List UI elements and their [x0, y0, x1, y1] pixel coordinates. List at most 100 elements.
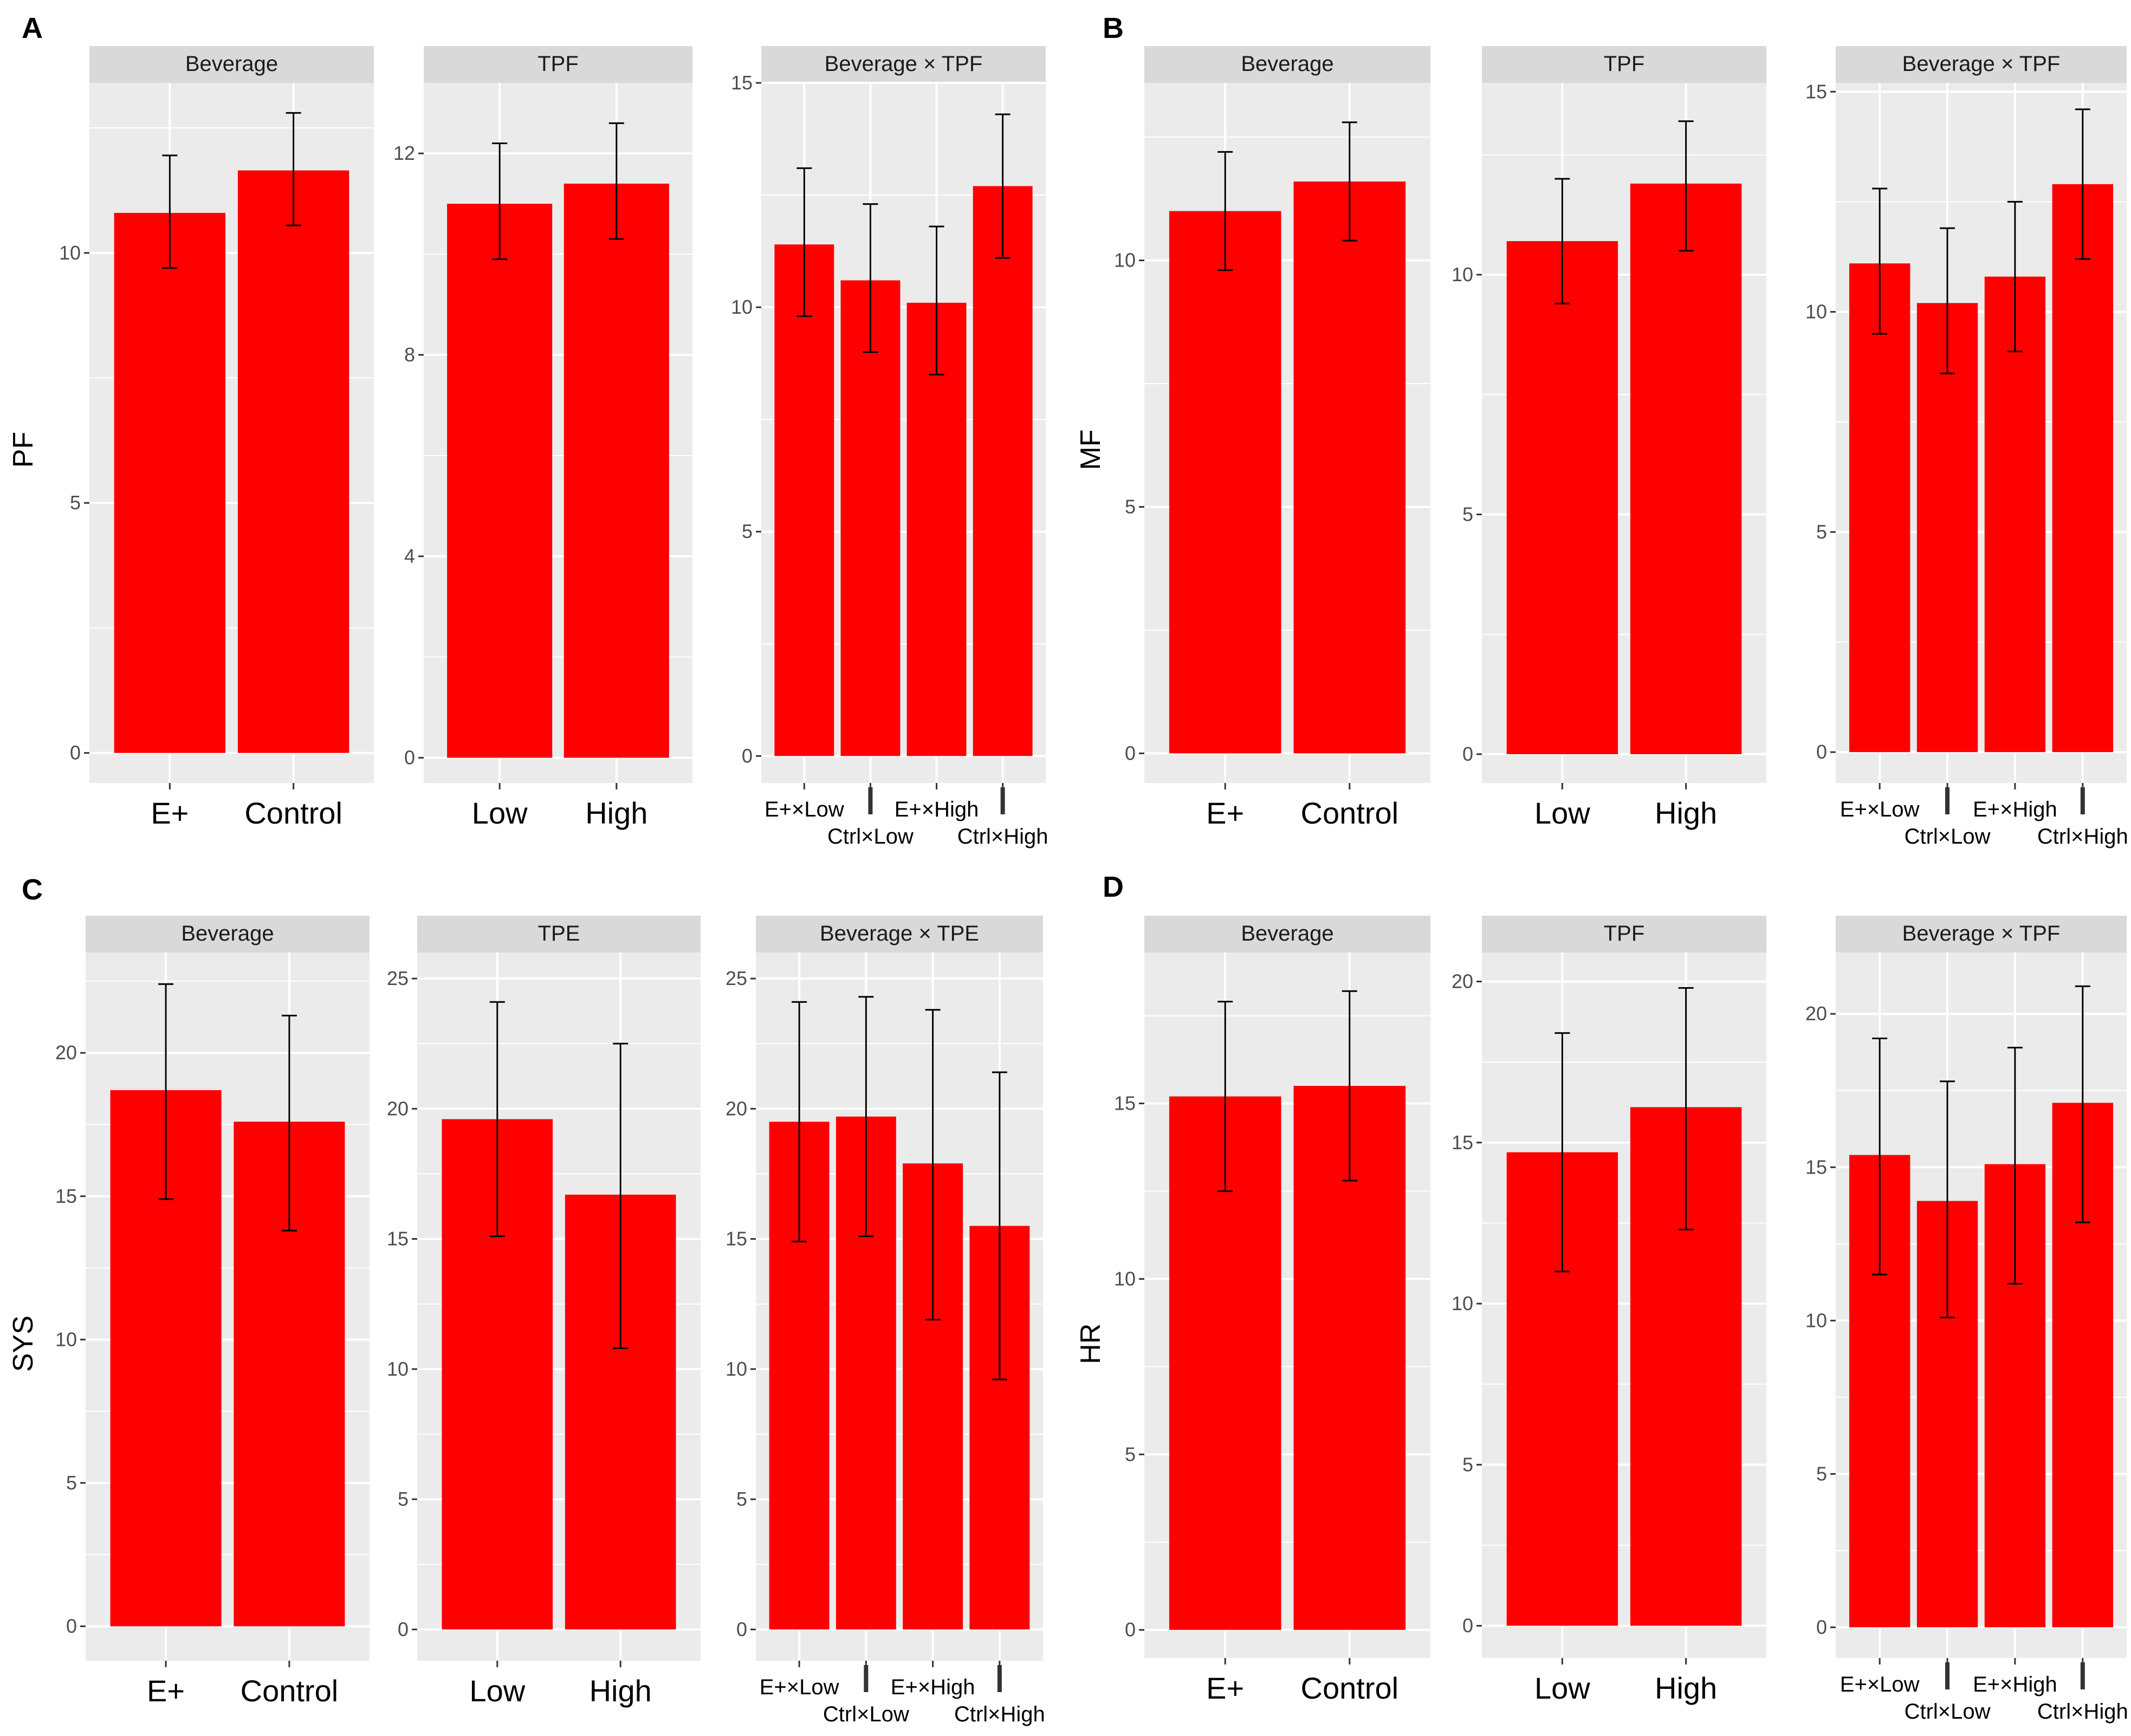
y-tick-label: 5: [398, 1488, 409, 1510]
x-tick-label: E+×Low: [760, 1675, 839, 1699]
facet-title: Beverage: [181, 922, 274, 945]
facet-strip: [756, 916, 1043, 953]
stagger-marker: [997, 1665, 1002, 1692]
y-tick-label: 10: [1452, 263, 1473, 286]
bar: [1849, 263, 1910, 753]
facet-strip: [417, 916, 701, 953]
y-tick-label: 0: [66, 1615, 77, 1637]
bar: [1169, 211, 1281, 754]
panel-letter: A: [22, 12, 43, 44]
y-tick-label: 0: [1816, 1616, 1827, 1638]
y-tick-label: 15: [55, 1185, 77, 1207]
facet-title: TPF: [1604, 922, 1645, 945]
y-tick-label: 5: [742, 520, 753, 542]
facet-2: TPF 0 4 8 12 Low High: [393, 46, 692, 830]
y-tick-label: 5: [1125, 1443, 1136, 1465]
x-tick-label: Control: [244, 796, 342, 830]
x-tick-label: Ctrl×High: [957, 825, 1048, 848]
facet-title: Beverage × TPF: [1902, 922, 2061, 945]
facet-title: Beverage × TPF: [825, 52, 983, 76]
panel-a: A PF Beverage 0 5 10 E+ Control TPF 0 4 8 12 Low High B…: [8, 12, 1048, 848]
x-tick-label: E+: [147, 1674, 185, 1708]
x-tick-label: E+×Low: [765, 798, 844, 821]
panel-d: D HR Beverage 0 5 10 15 E+ Control TPF 0 5 10 15 20 Low…: [1075, 871, 2128, 1724]
facet-strip: [89, 46, 374, 83]
panel-c: C SYS Beverage 0 5 10 15 20 E+ Control TPE 0 5 10 15 20…: [8, 873, 1045, 1726]
facet-title: Beverage × TPE: [820, 922, 979, 945]
y-tick-label: 10: [1114, 249, 1136, 271]
x-tick-label: E+×High: [1973, 1673, 2057, 1696]
y-tick-label: 0: [1125, 742, 1136, 764]
stagger-marker: [1945, 787, 1950, 814]
y-tick-label: 5: [1462, 1453, 1473, 1475]
y-tick-label: 10: [1805, 1309, 1827, 1331]
y-axis-label: PF: [8, 432, 39, 468]
x-tick-label: Ctrl×High: [2037, 825, 2128, 848]
y-tick-label: 15: [726, 1228, 747, 1250]
panel-letter: B: [1103, 12, 1124, 44]
facet-strip: [1836, 46, 2127, 83]
panel-letter: D: [1103, 871, 1124, 903]
bar: [1293, 181, 1406, 754]
facet-3: Beverage × TPF 0 5 10 15 E+×Low Ctrl×Low E+×Hig…: [731, 46, 1048, 848]
facet-2: TPE 0 5 10 15 20 25 Low High: [387, 916, 701, 1708]
x-tick-label: E+: [151, 796, 189, 830]
x-tick-label: High: [1655, 1671, 1717, 1705]
x-tick-label: Ctrl×High: [954, 1702, 1045, 1726]
facet-strip: [761, 46, 1046, 83]
y-tick-label: 10: [1452, 1292, 1473, 1314]
facet-3: Beverage × TPF 0 5 10 15 E+×Low Ctrl×Low E+×Hig…: [1805, 46, 2128, 848]
y-tick-label: 20: [1805, 1002, 1827, 1025]
y-tick-label: 0: [398, 1618, 409, 1640]
y-tick-label: 0: [736, 1618, 747, 1640]
x-tick-label: Ctrl×Low: [823, 1702, 909, 1726]
y-tick-label: 12: [393, 142, 415, 164]
y-tick-label: 15: [1114, 1092, 1136, 1115]
y-tick-label: 0: [1462, 1615, 1473, 1637]
y-tick-label: 15: [1805, 80, 1827, 102]
x-tick-label: E+×High: [891, 1675, 975, 1699]
stagger-marker: [2080, 1662, 2085, 1689]
x-tick-label: E+×Low: [1840, 798, 1920, 821]
facet-title: Beverage: [185, 52, 278, 76]
x-tick-label: E+: [1206, 1671, 1244, 1705]
bar: [563, 183, 669, 758]
x-tick-label: Low: [1534, 796, 1590, 830]
x-tick-label: High: [590, 1674, 652, 1708]
y-tick-label: 8: [404, 344, 415, 366]
facet-1: Beverage 0 5 10 15 E+ Control: [1114, 916, 1430, 1705]
y-tick-label: 0: [1125, 1618, 1136, 1641]
y-tick-label: 15: [731, 72, 753, 94]
facet-1: Beverage 0 5 10 E+ Control: [1114, 46, 1430, 830]
y-tick-label: 4: [404, 545, 415, 567]
x-tick-label: High: [1655, 796, 1717, 830]
y-tick-label: 25: [726, 967, 747, 989]
facet-strip: [1482, 46, 1766, 83]
y-tick-label: 0: [70, 742, 81, 764]
x-tick-label: Low: [469, 1674, 525, 1708]
y-tick-label: 0: [1816, 741, 1827, 763]
x-tick-label: Control: [1301, 796, 1399, 830]
x-tick-label: E+×High: [1973, 798, 2057, 821]
x-tick-label: Low: [1534, 1671, 1590, 1705]
facet-3: Beverage × TPE 0 5 10 15 20 25 E+×Low Ctrl×Low E+…: [726, 916, 1045, 1726]
panel-b: B MF Beverage 0 5 10 E+ Control TPF 0 5 10 Low High Be…: [1075, 12, 2128, 848]
y-tick-label: 0: [742, 744, 753, 767]
y-tick-label: 10: [387, 1358, 409, 1380]
y-tick-label: 10: [55, 1328, 77, 1350]
x-tick-label: Ctrl×Low: [827, 825, 914, 848]
x-tick-label: Ctrl×High: [2037, 1700, 2128, 1724]
x-tick-label: Ctrl×Low: [1905, 825, 1991, 848]
y-tick-label: 0: [1462, 743, 1473, 765]
x-tick-label: Control: [241, 1674, 339, 1708]
x-tick-label: E+×Low: [1840, 1673, 1920, 1696]
facet-title: TPE: [538, 922, 580, 945]
y-tick-label: 20: [387, 1097, 409, 1119]
bar: [2052, 184, 2114, 753]
facet-strip: [1836, 916, 2127, 953]
y-axis-label: HR: [1075, 1323, 1106, 1364]
bar: [447, 204, 553, 758]
facet-strip: [424, 46, 692, 83]
facet-title: TPF: [537, 52, 579, 76]
